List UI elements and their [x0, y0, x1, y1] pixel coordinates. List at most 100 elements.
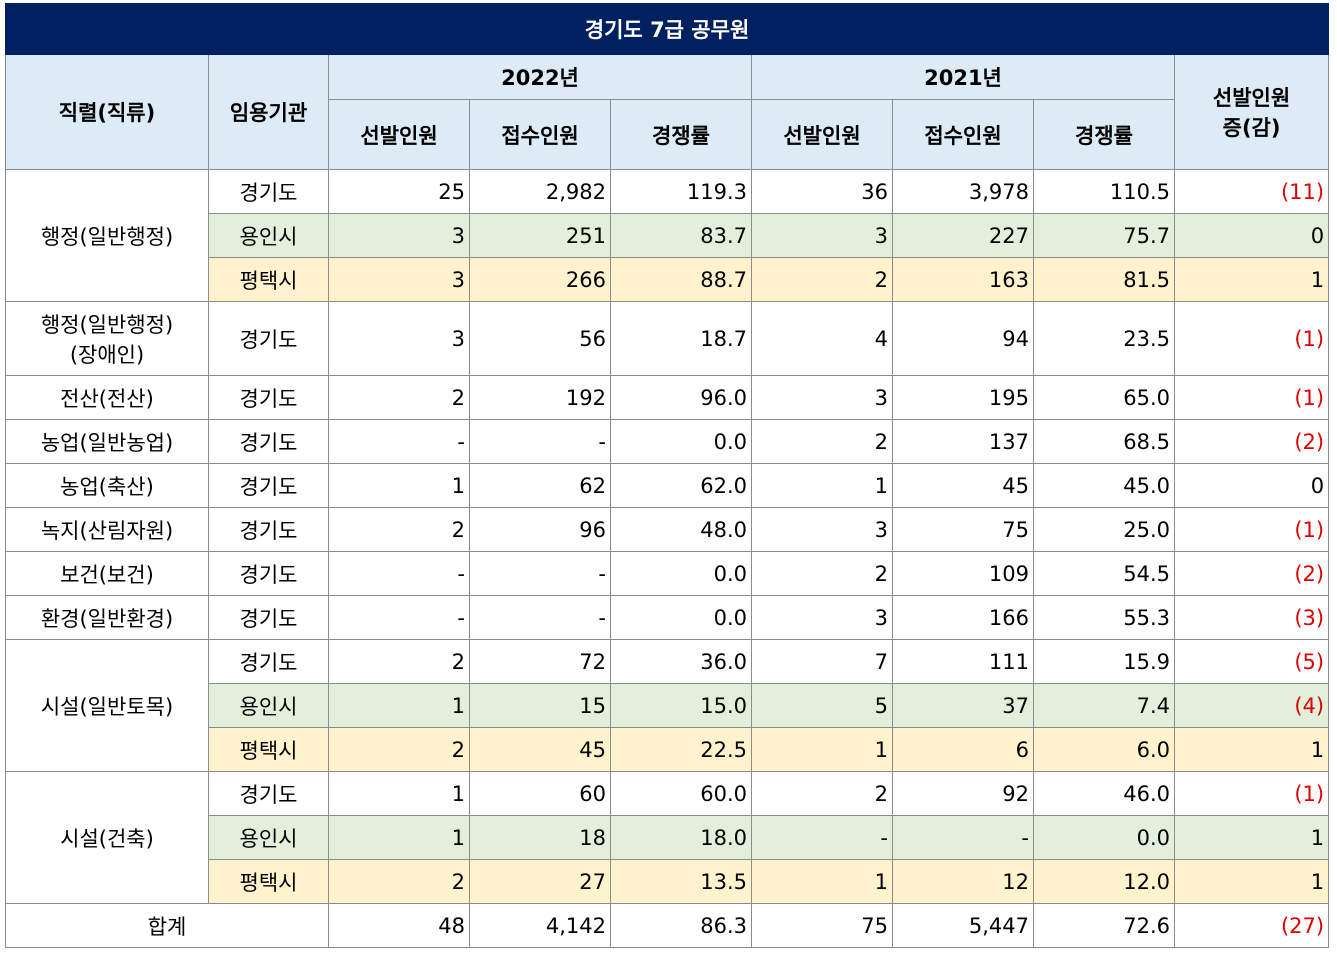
job-cell: 농업(일반농업)	[5, 419, 209, 464]
agency-cell: 경기도	[208, 639, 329, 684]
agency-cell: 경기도	[208, 463, 329, 508]
agency-cell: 평택시	[208, 257, 329, 302]
header-cell: 임용기관	[208, 54, 329, 170]
value-cell: 15	[469, 683, 611, 728]
value-cell: 56	[469, 301, 611, 376]
job-cell: 행정(일반행정) (장애인)	[5, 301, 209, 376]
value-cell: 4	[751, 301, 893, 376]
value-cell: 1	[1173, 815, 1330, 860]
header-cell: 2021년	[751, 54, 1175, 100]
value-cell: 62	[469, 463, 611, 508]
value-cell: -	[469, 419, 611, 464]
value-cell: (11)	[1173, 169, 1330, 214]
value-cell: 2	[328, 859, 470, 904]
value-cell: 25.0	[1033, 507, 1175, 552]
agency-cell: 용인시	[208, 815, 329, 860]
agency-cell: 경기도	[208, 771, 329, 816]
value-cell: 60.0	[610, 771, 752, 816]
value-cell: 12.0	[1033, 859, 1175, 904]
value-cell: 75.7	[1033, 213, 1175, 258]
job-cell: 보건(보건)	[5, 551, 209, 596]
job-line: 농업(일반농업)	[40, 430, 174, 455]
value-cell: 94	[892, 301, 1034, 376]
value-cell: 266	[469, 257, 611, 302]
value-cell: 5	[751, 683, 893, 728]
value-cell: (5)	[1173, 639, 1330, 684]
value-cell: 81.5	[1033, 257, 1175, 302]
value-cell: 48.0	[610, 507, 752, 552]
value-cell: 18.7	[610, 301, 752, 376]
value-cell: 2	[328, 375, 470, 420]
value-cell: 1	[328, 463, 470, 508]
value-cell: 2	[328, 727, 470, 772]
value-cell: 2	[751, 419, 893, 464]
value-cell: 92	[892, 771, 1034, 816]
value-cell: 65.0	[1033, 375, 1175, 420]
value-cell: 25	[328, 169, 470, 214]
value-cell: 0	[1173, 213, 1330, 258]
value-cell: 1	[1173, 859, 1330, 904]
value-cell: 109	[892, 551, 1034, 596]
value-cell: 3	[328, 301, 470, 376]
value-cell: -	[469, 595, 611, 640]
value-cell: 163	[892, 257, 1034, 302]
job-line: 보건(보건)	[60, 562, 154, 587]
value-cell: 68.5	[1033, 419, 1175, 464]
value-cell: 54.5	[1033, 551, 1175, 596]
table-row: 환경(일반환경) 경기도 - -0.0 3 166 55.3 (3)	[5, 595, 1330, 640]
job-line: 농업(축산)	[60, 474, 154, 499]
table-row: 시설(일반토목) 경기도 2 72 36.0 7 111 15.9 (5)	[5, 639, 1330, 772]
value-cell: -	[328, 419, 470, 464]
value-cell: 45.0	[1033, 463, 1175, 508]
job-cell: 시설(건축)	[5, 771, 209, 904]
job-cell: 시설(일반토목)	[5, 639, 209, 772]
table-row: 행정(일반행정) 경기도 25 2,982 119.3 36 3,978 110.5 (11)	[5, 169, 1330, 302]
value-cell: 4,142	[469, 903, 611, 948]
header-cell: 접수인원	[892, 99, 1034, 170]
table-row: 용인시 3 251 83.7 3 227 75.7 0	[6, 213, 1330, 258]
value-cell: (1)	[1173, 771, 1330, 816]
value-cell: (2)	[1173, 419, 1330, 464]
value-cell: 1	[328, 683, 470, 728]
value-cell: 3	[328, 257, 470, 302]
value-cell: 3	[328, 213, 470, 258]
value-cell: 96.0	[610, 375, 752, 420]
value-cell: (1)	[1173, 301, 1330, 376]
value-cell: (27)	[1173, 903, 1330, 948]
value-cell: 36	[751, 169, 893, 214]
value-cell: 1	[751, 727, 893, 772]
value-cell: 2	[328, 507, 470, 552]
value-cell: 2	[751, 257, 893, 302]
value-cell: (1)	[1173, 375, 1330, 420]
header-line: 증(감)	[1222, 116, 1281, 140]
value-cell: 37	[892, 683, 1034, 728]
agency-cell: 평택시	[208, 859, 329, 904]
value-cell: 3	[751, 595, 893, 640]
agency-cell: 경기도	[208, 551, 329, 596]
header-cell: 직렬(직류)	[5, 54, 209, 170]
table-row: 평택시 2 45 22.5 1 6 6.0 1	[6, 727, 1330, 772]
job-line: 행정(일반행정)	[40, 312, 174, 337]
value-cell: 227	[892, 213, 1034, 258]
value-cell: 15.0	[610, 683, 752, 728]
value-cell: 1	[328, 771, 470, 816]
value-cell: -	[328, 595, 470, 640]
value-cell: 0.0	[610, 419, 752, 464]
value-cell: 18.0	[610, 815, 752, 860]
job-line: 시설(일반토목)	[40, 694, 174, 719]
value-cell: 2	[751, 771, 893, 816]
value-cell: 0	[1173, 463, 1330, 508]
value-cell: 62.0	[610, 463, 752, 508]
job-line: 환경(일반환경)	[40, 606, 174, 631]
value-cell: 192	[469, 375, 611, 420]
table-row: 행정(일반행정) (장애인) 경기도 3 56 18.7 4 94 23.5 (1)	[5, 301, 1330, 376]
value-cell: 36.0	[610, 639, 752, 684]
header-cell: 경쟁률	[610, 99, 752, 170]
value-cell: 27	[469, 859, 611, 904]
header-line: 선발인원	[1212, 86, 1291, 110]
value-cell: 60	[469, 771, 611, 816]
value-cell: 45	[469, 727, 611, 772]
value-cell: 1	[751, 859, 893, 904]
